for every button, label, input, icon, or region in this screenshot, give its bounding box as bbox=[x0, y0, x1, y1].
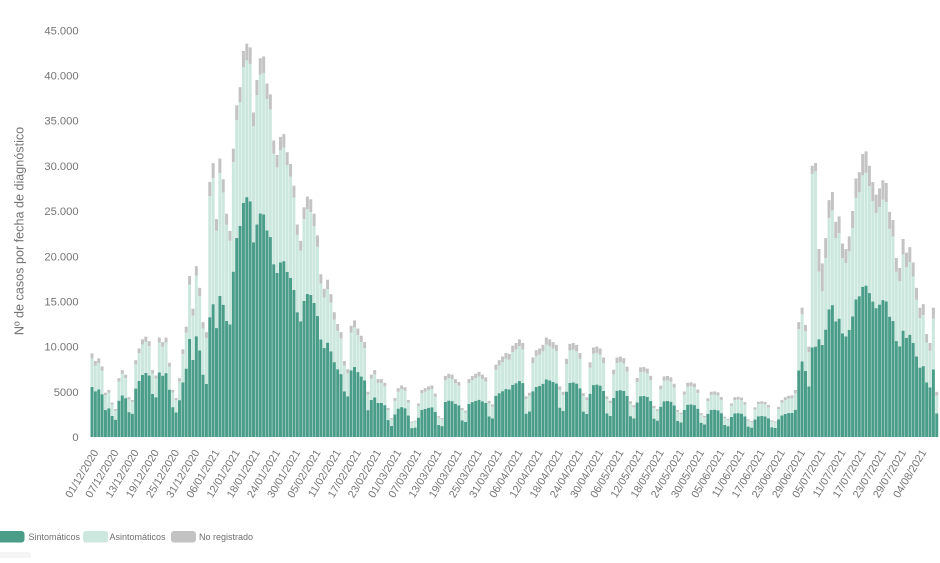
svg-text:No registrado: No registrado bbox=[199, 532, 253, 542]
svg-text:20.000: 20.000 bbox=[44, 251, 78, 263]
svg-text:30.000: 30.000 bbox=[44, 161, 78, 173]
svg-text:5000: 5000 bbox=[54, 387, 79, 399]
svg-text:35.000: 35.000 bbox=[44, 116, 78, 128]
svg-text:0: 0 bbox=[72, 432, 78, 444]
svg-text:10.000: 10.000 bbox=[44, 342, 78, 354]
svg-text:Nº de casos por fecha de diagn: Nº de casos por fecha de diagnóstico bbox=[13, 127, 27, 335]
svg-text:45.000: 45.000 bbox=[44, 25, 78, 37]
svg-text:40.000: 40.000 bbox=[44, 71, 78, 83]
svg-text:Asintomáticos: Asintomáticos bbox=[110, 532, 167, 542]
svg-text:Sintomáticos: Sintomáticos bbox=[29, 532, 81, 542]
svg-text:15.000: 15.000 bbox=[44, 297, 78, 309]
svg-text:25.000: 25.000 bbox=[44, 206, 78, 218]
